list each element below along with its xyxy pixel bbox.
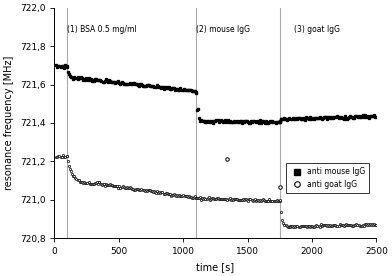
X-axis label: time [s]: time [s] [196, 262, 234, 272]
Legend: anti mouse IgG, anti goat IgG: anti mouse IgG, anti goat IgG [286, 163, 369, 193]
Text: (3) goat IgG: (3) goat IgG [294, 25, 340, 34]
Text: (2) mouse IgG: (2) mouse IgG [196, 25, 250, 34]
Text: (1) BSA 0.5 mg/ml: (1) BSA 0.5 mg/ml [67, 25, 137, 34]
Y-axis label: resonance frequency [MHz]: resonance frequency [MHz] [4, 56, 14, 190]
